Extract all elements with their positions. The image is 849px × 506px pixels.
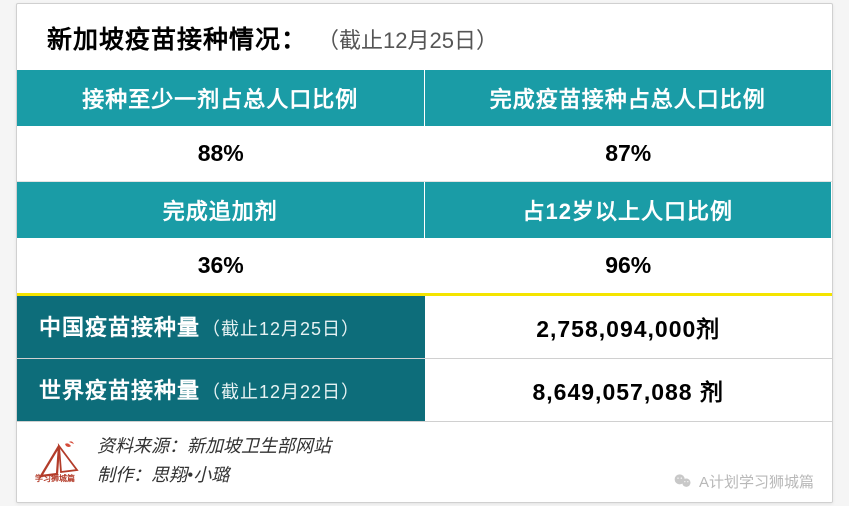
source-block: 资料来源：新加坡卫生部网站 制作：思翔•小璐	[97, 432, 331, 490]
vaccine-info-card: 新加坡疫苗接种情况： （截止12月25日） 接种至少一剂占总人口比例 完成疫苗接…	[16, 3, 833, 503]
header-at-least-one-dose: 接种至少一剂占总人口比例	[17, 70, 425, 126]
source-value: 新加坡卫生部网站	[187, 436, 331, 456]
wechat-icon	[673, 471, 693, 491]
title-row: 新加坡疫苗接种情况： （截止12月25日）	[17, 4, 832, 70]
world-label-cell: 世界疫苗接种量 （截止12月22日）	[17, 359, 425, 421]
author-value: 思翔•小璐	[151, 465, 229, 485]
value-at-least-one-dose: 88%	[17, 126, 425, 182]
world-date-note: （截止12月22日）	[202, 378, 360, 404]
world-value: 8,649,057,088 剂	[425, 359, 833, 421]
china-label-cell: 中国疫苗接种量 （截止12月25日）	[17, 296, 425, 358]
world-row: 世界疫苗接种量 （截止12月22日） 8,649,057,088 剂	[17, 359, 832, 422]
author-label: 制作：	[97, 465, 151, 485]
china-row: 中国疫苗接种量 （截止12月25日） 2,758,094,000剂	[17, 296, 832, 359]
china-value: 2,758,094,000剂	[425, 296, 833, 358]
china-date-note: （截止12月25日）	[202, 315, 360, 341]
title-main: 新加坡疫苗接种情况：	[47, 20, 307, 56]
title-date: （截止12月25日）	[317, 23, 498, 55]
logo-text: 学习狮城篇	[35, 473, 75, 484]
vaccine-table: 接种至少一剂占总人口比例 完成疫苗接种占总人口比例 88% 87% 完成追加剂 …	[17, 70, 832, 293]
header-age-12-plus: 占12岁以上人口比例	[425, 182, 833, 238]
source-label: 资料来源：	[97, 436, 187, 456]
world-label: 世界疫苗接种量	[39, 373, 200, 405]
china-label: 中国疫苗接种量	[39, 310, 200, 342]
value-age-12-plus: 96%	[425, 238, 833, 293]
watermark-text: A计划学习狮城篇	[699, 471, 814, 492]
author-line: 制作：思翔•小璐	[97, 461, 331, 490]
watermark: A计划学习狮城篇	[673, 471, 814, 492]
value-booster: 36%	[17, 238, 425, 293]
header-fully-vaccinated: 完成疫苗接种占总人口比例	[425, 70, 833, 126]
footer: 学习狮城篇 资料来源：新加坡卫生部网站 制作：思翔•小璐 A计划	[17, 422, 832, 502]
value-fully-vaccinated: 87%	[425, 126, 833, 182]
logo-icon: 学习狮城篇	[35, 440, 83, 482]
source-line: 资料来源：新加坡卫生部网站	[97, 432, 331, 461]
header-booster: 完成追加剂	[17, 182, 425, 238]
